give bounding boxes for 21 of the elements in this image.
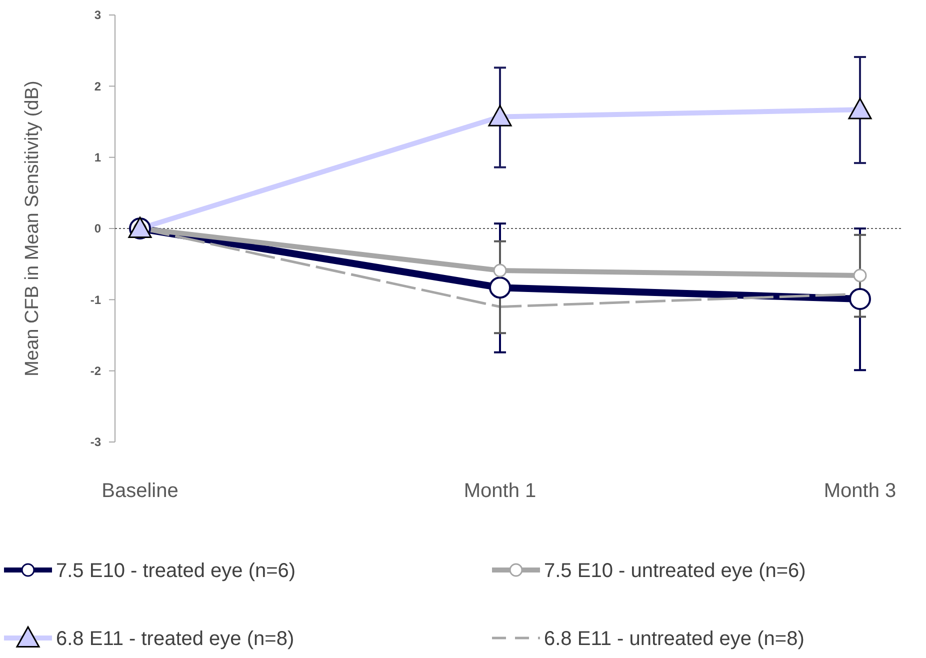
y-tick-label: 1 xyxy=(94,150,102,165)
legend-label: 7.5 E10 - untreated eye (n=6) xyxy=(544,560,806,582)
legend-label: 6.8 E11 - treated eye (n=8) xyxy=(56,628,294,650)
point xyxy=(493,264,507,278)
x-tick-label: Month 1 xyxy=(464,480,536,502)
point xyxy=(848,98,872,120)
y-tick-label: 0 xyxy=(94,222,102,236)
y-tick-label: 2 xyxy=(94,79,102,94)
point xyxy=(853,268,867,282)
y-tick-label: -1 xyxy=(90,292,102,307)
point xyxy=(849,288,871,310)
x-tick-label: Month 3 xyxy=(824,480,896,502)
y-axis-title: Mean CFB in Mean Sensitivity (dB) xyxy=(22,80,43,376)
y-tick-label: -3 xyxy=(90,435,102,450)
legend-label: 7.5 E10 - treated eye (n=6) xyxy=(56,560,296,582)
point xyxy=(488,105,512,126)
point xyxy=(489,276,511,299)
x-tick-label: Baseline xyxy=(102,480,178,502)
y-tick-label: 3 xyxy=(94,8,102,22)
legend-label: 6.8 E11 - untreated eye (n=8) xyxy=(544,628,804,650)
y-tick-label: -2 xyxy=(90,364,102,378)
